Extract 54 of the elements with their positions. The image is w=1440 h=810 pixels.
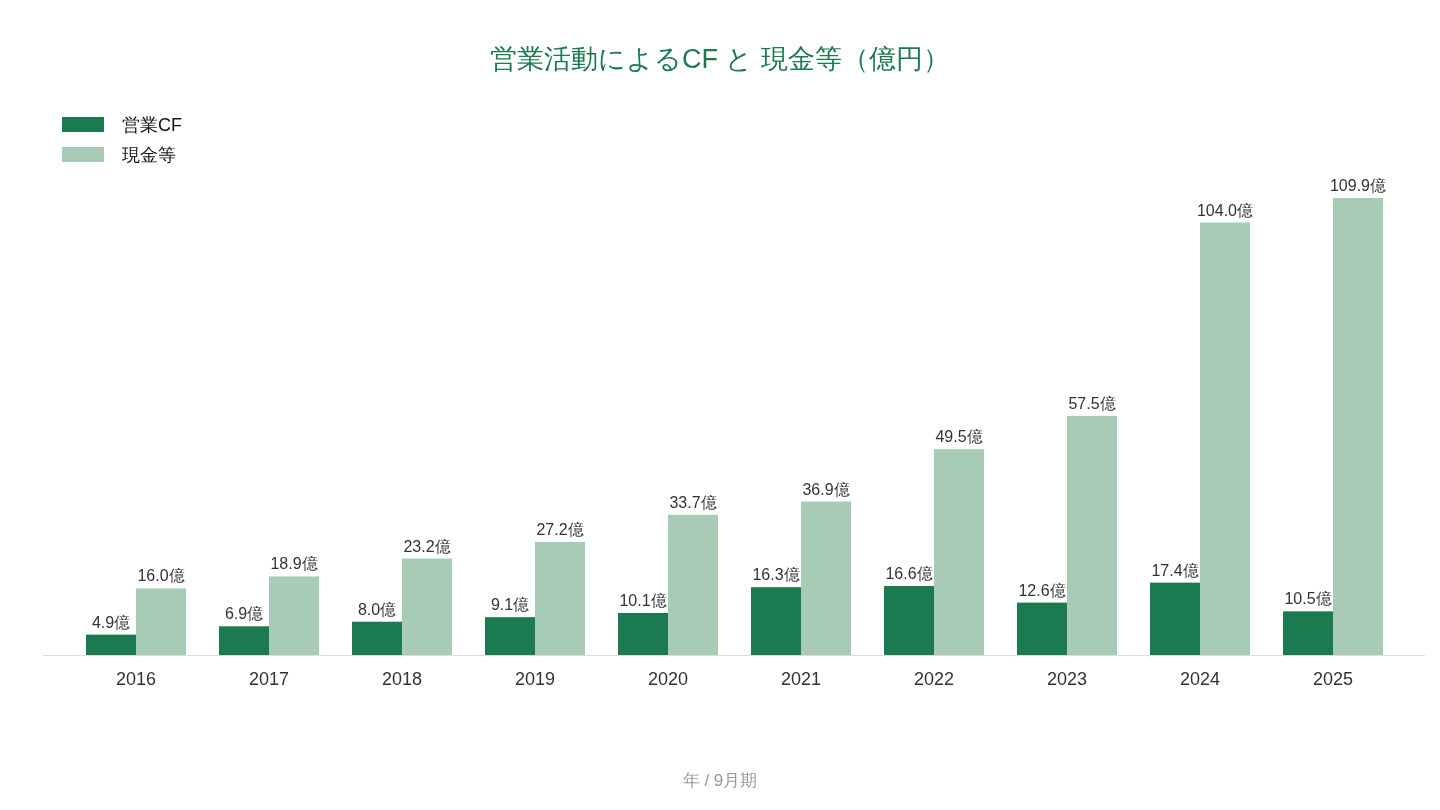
bar — [751, 587, 801, 655]
bar — [1017, 602, 1067, 655]
data-label: 109.9億 — [1329, 177, 1387, 194]
bar — [535, 541, 585, 655]
x-tick-label: 2021 — [780, 669, 822, 689]
x-axis-title: 年 / 9月期 — [682, 771, 758, 790]
x-tick-label: 2022 — [913, 669, 955, 689]
data-label: 23.2億 — [403, 537, 451, 555]
x-tick-label: 2016 — [115, 669, 157, 689]
legend-label: 営業CF — [122, 115, 182, 135]
bar — [269, 576, 319, 655]
bar — [934, 449, 984, 655]
data-label: 18.9億 — [270, 555, 318, 573]
data-label: 104.0億 — [1196, 201, 1254, 219]
x-tick-label: 2017 — [248, 669, 290, 689]
data-label: 16.3億 — [752, 566, 800, 584]
bar — [1333, 198, 1383, 655]
x-tick-label: 2024 — [1179, 669, 1221, 689]
data-label: 57.5億 — [1068, 394, 1116, 412]
bar — [1067, 415, 1117, 655]
data-label: 36.9億 — [802, 480, 850, 498]
data-label: 27.2億 — [536, 520, 584, 538]
bar — [402, 558, 452, 655]
bar — [485, 617, 535, 655]
x-tick-label: 2018 — [381, 669, 423, 689]
bar — [618, 613, 668, 655]
data-label: 49.5億 — [935, 428, 983, 446]
data-label: 17.4億 — [1151, 561, 1199, 579]
bar — [668, 514, 718, 655]
legend-label: 現金等 — [122, 145, 176, 165]
bar — [801, 501, 851, 655]
bar — [884, 585, 934, 655]
bar — [1200, 222, 1250, 655]
bar — [86, 634, 136, 655]
x-tick-label: 2023 — [1046, 669, 1088, 689]
bar — [1283, 611, 1333, 655]
x-tick-label: 2019 — [514, 669, 556, 689]
bar — [136, 588, 186, 655]
x-tick-label: 2025 — [1312, 669, 1354, 689]
data-label: 6.9億 — [224, 605, 264, 623]
bar — [1150, 582, 1200, 655]
bar — [352, 621, 402, 655]
data-label: 10.1億 — [619, 592, 667, 609]
data-label: 10.5億 — [1284, 590, 1332, 608]
data-label: 9.1億 — [490, 596, 530, 614]
data-label: 8.0億 — [357, 600, 397, 618]
data-label: 12.6億 — [1018, 581, 1066, 599]
data-label: 33.7億 — [669, 493, 717, 511]
data-label: 16.0億 — [137, 567, 185, 585]
chart-title: 営業活動によるCF と 現金等（億円） — [490, 44, 950, 74]
data-label: 16.6億 — [885, 564, 933, 582]
data-label: 4.9億 — [91, 613, 131, 631]
bar — [219, 626, 269, 655]
x-tick-label: 2020 — [647, 669, 689, 689]
